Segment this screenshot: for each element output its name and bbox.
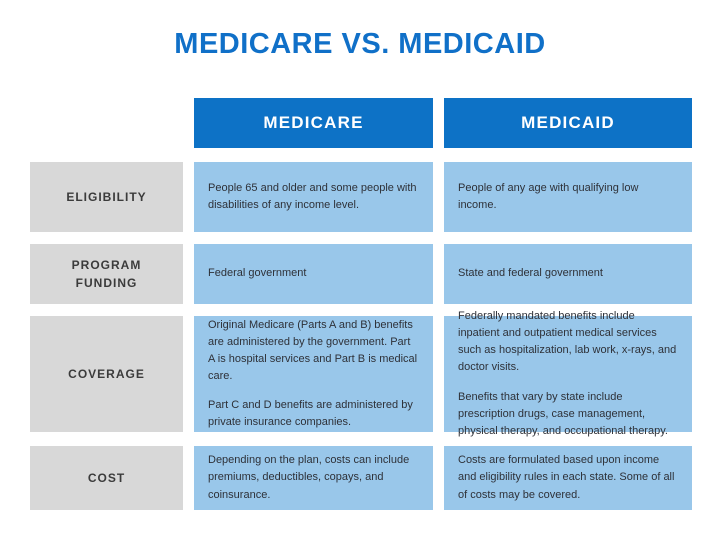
table-row-program-funding: PROGRAM FUNDING Federal government State… (30, 244, 692, 304)
row-label-cost: COST (30, 446, 183, 510)
column-header-medicaid: MEDICAID (444, 98, 692, 148)
cell-text: Costs are formulated based upon income a… (458, 454, 675, 501)
cell-eligibility-medicare: People 65 and older and some people with… (194, 162, 433, 232)
header-spacer (30, 98, 183, 148)
cell-text: Original Medicare (Parts A and B) benefi… (208, 318, 418, 382)
cell-eligibility-medicaid: People of any age with qualifying low in… (444, 162, 692, 232)
row-label-cost-text: COST (87, 471, 126, 485)
cell-funding-medicare: Federal government (194, 244, 433, 304)
cell-text: Federally mandated benefits include inpa… (458, 310, 677, 374)
cell-text: State and federal government (458, 267, 603, 280)
page-title: MEDICARE VS. MEDICAID (174, 28, 546, 60)
column-header-medicaid-label: MEDICAID (521, 113, 615, 132)
comparison-table: MEDICARE MEDICAID ELIGIBILITY People 65 … (0, 98, 720, 510)
cell-text: People of any age with qualifying low in… (458, 181, 639, 211)
row-label-coverage-text: COVERAGE (68, 367, 145, 381)
cell-cost-medicare: Depending on the plan, costs can include… (194, 446, 433, 510)
row-label-program-funding: PROGRAM FUNDING (30, 244, 183, 304)
cell-text: People 65 and older and some people with… (208, 181, 417, 211)
cell-text: Part C and D benefits are administered b… (208, 399, 413, 429)
cell-text: Benefits that vary by state include pres… (458, 390, 668, 437)
cell-text: Federal government (208, 267, 307, 280)
cell-cost-medicaid: Costs are formulated based upon income a… (444, 446, 692, 510)
row-label-program-funding-text: PROGRAM FUNDING (71, 258, 142, 290)
table-header-row: MEDICARE MEDICAID (30, 98, 692, 148)
infographic-page: MEDICARE VS. MEDICAID MEDICARE MEDICAID … (0, 26, 720, 539)
table-row-coverage: COVERAGE Original Medicare (Parts A and … (30, 310, 692, 437)
table-row-cost: COST Depending on the plan, costs can in… (30, 446, 692, 510)
column-header-medicare-label: MEDICARE (263, 113, 364, 132)
cell-text: Depending on the plan, costs can include… (208, 454, 410, 501)
row-label-eligibility: ELIGIBILITY (30, 162, 183, 232)
row-label-eligibility-text: ELIGIBILITY (66, 190, 147, 204)
cell-funding-medicaid: State and federal government (444, 244, 692, 304)
column-header-medicare: MEDICARE (194, 98, 433, 148)
table-row-eligibility: ELIGIBILITY People 65 and older and some… (30, 162, 692, 232)
cell-coverage-medicaid: Federally mandated benefits include inpa… (444, 310, 692, 437)
row-label-coverage: COVERAGE (30, 316, 183, 432)
cell-coverage-medicare: Original Medicare (Parts A and B) benefi… (194, 316, 433, 432)
